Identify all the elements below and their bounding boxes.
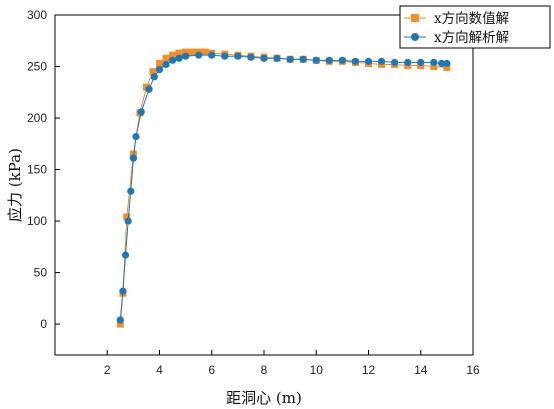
data-point-square xyxy=(430,63,438,71)
series-line xyxy=(119,51,447,325)
data-point-square xyxy=(169,51,177,59)
y-tick-label: 250 xyxy=(27,60,47,74)
data-point-circle xyxy=(299,55,307,63)
data-point-circle xyxy=(137,108,145,116)
data-point-circle xyxy=(438,59,446,68)
y-axis: 0 50 100 150 200 250 300 xyxy=(27,8,60,331)
legend-marker-numerical xyxy=(411,14,419,22)
legend-item-numerical: x方向数值解 xyxy=(404,11,509,27)
data-point-square xyxy=(182,48,190,56)
data-point-circle xyxy=(417,58,425,66)
data-point-circle xyxy=(443,59,451,68)
data-point-circle xyxy=(221,52,229,60)
data-point-circle xyxy=(182,52,190,60)
data-point-square xyxy=(116,320,124,328)
x-tick-label: 8 xyxy=(261,363,268,377)
legend-box xyxy=(399,5,551,49)
x-tick-label: 14 xyxy=(414,363,428,377)
legend-label-numerical: x方向数值解 xyxy=(434,11,509,27)
series-numerical xyxy=(116,48,451,328)
x-axis: 2 4 6 8 10 12 14 16 xyxy=(54,350,480,377)
data-point-square xyxy=(443,64,451,72)
x-tick-label: 6 xyxy=(208,363,215,377)
data-point-circle xyxy=(234,52,242,60)
data-point-circle xyxy=(325,56,333,64)
y-tick-label: 100 xyxy=(27,214,47,228)
data-point-circle xyxy=(286,55,294,63)
data-point-circle xyxy=(391,58,399,66)
x-tick-label: 16 xyxy=(466,363,480,377)
legend-label-analytical: x方向解析解 xyxy=(434,30,509,46)
legend-item-analytical: x方向解析解 xyxy=(404,30,509,46)
legend: x方向数值解 x方向解析解 xyxy=(399,5,551,49)
data-point-circle xyxy=(247,53,255,61)
data-point-circle xyxy=(168,56,177,64)
data-point-square xyxy=(188,48,196,56)
y-tick-label: 150 xyxy=(27,163,47,177)
data-point-circle xyxy=(150,73,158,81)
data-point-square xyxy=(162,54,170,62)
data-point-circle xyxy=(132,132,140,141)
series-line xyxy=(119,54,447,321)
data-point-circle xyxy=(377,57,386,65)
y-axis-title: 应力 (kPa) xyxy=(6,148,24,222)
series-analytical xyxy=(116,51,451,324)
y-tick-label: 200 xyxy=(27,111,47,125)
series-layer xyxy=(116,48,451,328)
data-point-circle xyxy=(124,217,132,225)
data-point-circle xyxy=(260,54,268,62)
data-point-square xyxy=(156,59,163,67)
data-point-circle xyxy=(127,187,135,195)
x-tick-label: 12 xyxy=(362,363,376,377)
data-point-square xyxy=(175,49,183,57)
data-point-circle xyxy=(430,58,438,66)
x-tick-label: 2 xyxy=(104,363,111,377)
data-point-circle xyxy=(155,66,164,74)
data-point-square xyxy=(201,48,209,56)
data-point-circle xyxy=(312,56,320,64)
x-tick-label: 10 xyxy=(310,363,324,377)
data-point-circle xyxy=(162,60,170,69)
y-tick-label: 50 xyxy=(34,266,48,280)
data-point-circle xyxy=(338,56,346,64)
legend-marker-analytical xyxy=(411,33,419,41)
data-point-circle xyxy=(145,85,153,93)
data-point-circle xyxy=(129,154,137,162)
data-point-circle xyxy=(175,54,183,62)
data-point-circle xyxy=(119,287,127,295)
x-tick-label: 4 xyxy=(156,363,163,377)
data-point-circle xyxy=(364,57,373,65)
data-point-circle xyxy=(273,54,281,62)
data-point-square xyxy=(123,213,131,221)
data-point-circle xyxy=(195,51,203,59)
y-tick-label: 300 xyxy=(27,8,47,22)
data-point-circle xyxy=(121,251,130,259)
y-tick-label: 0 xyxy=(40,317,47,331)
x-axis-title: 距洞心 (m) xyxy=(226,389,302,407)
data-point-circle xyxy=(208,51,216,59)
data-point-circle xyxy=(404,58,412,66)
data-point-circle xyxy=(116,316,124,324)
data-point-square xyxy=(149,68,157,76)
data-point-circle xyxy=(351,57,360,65)
